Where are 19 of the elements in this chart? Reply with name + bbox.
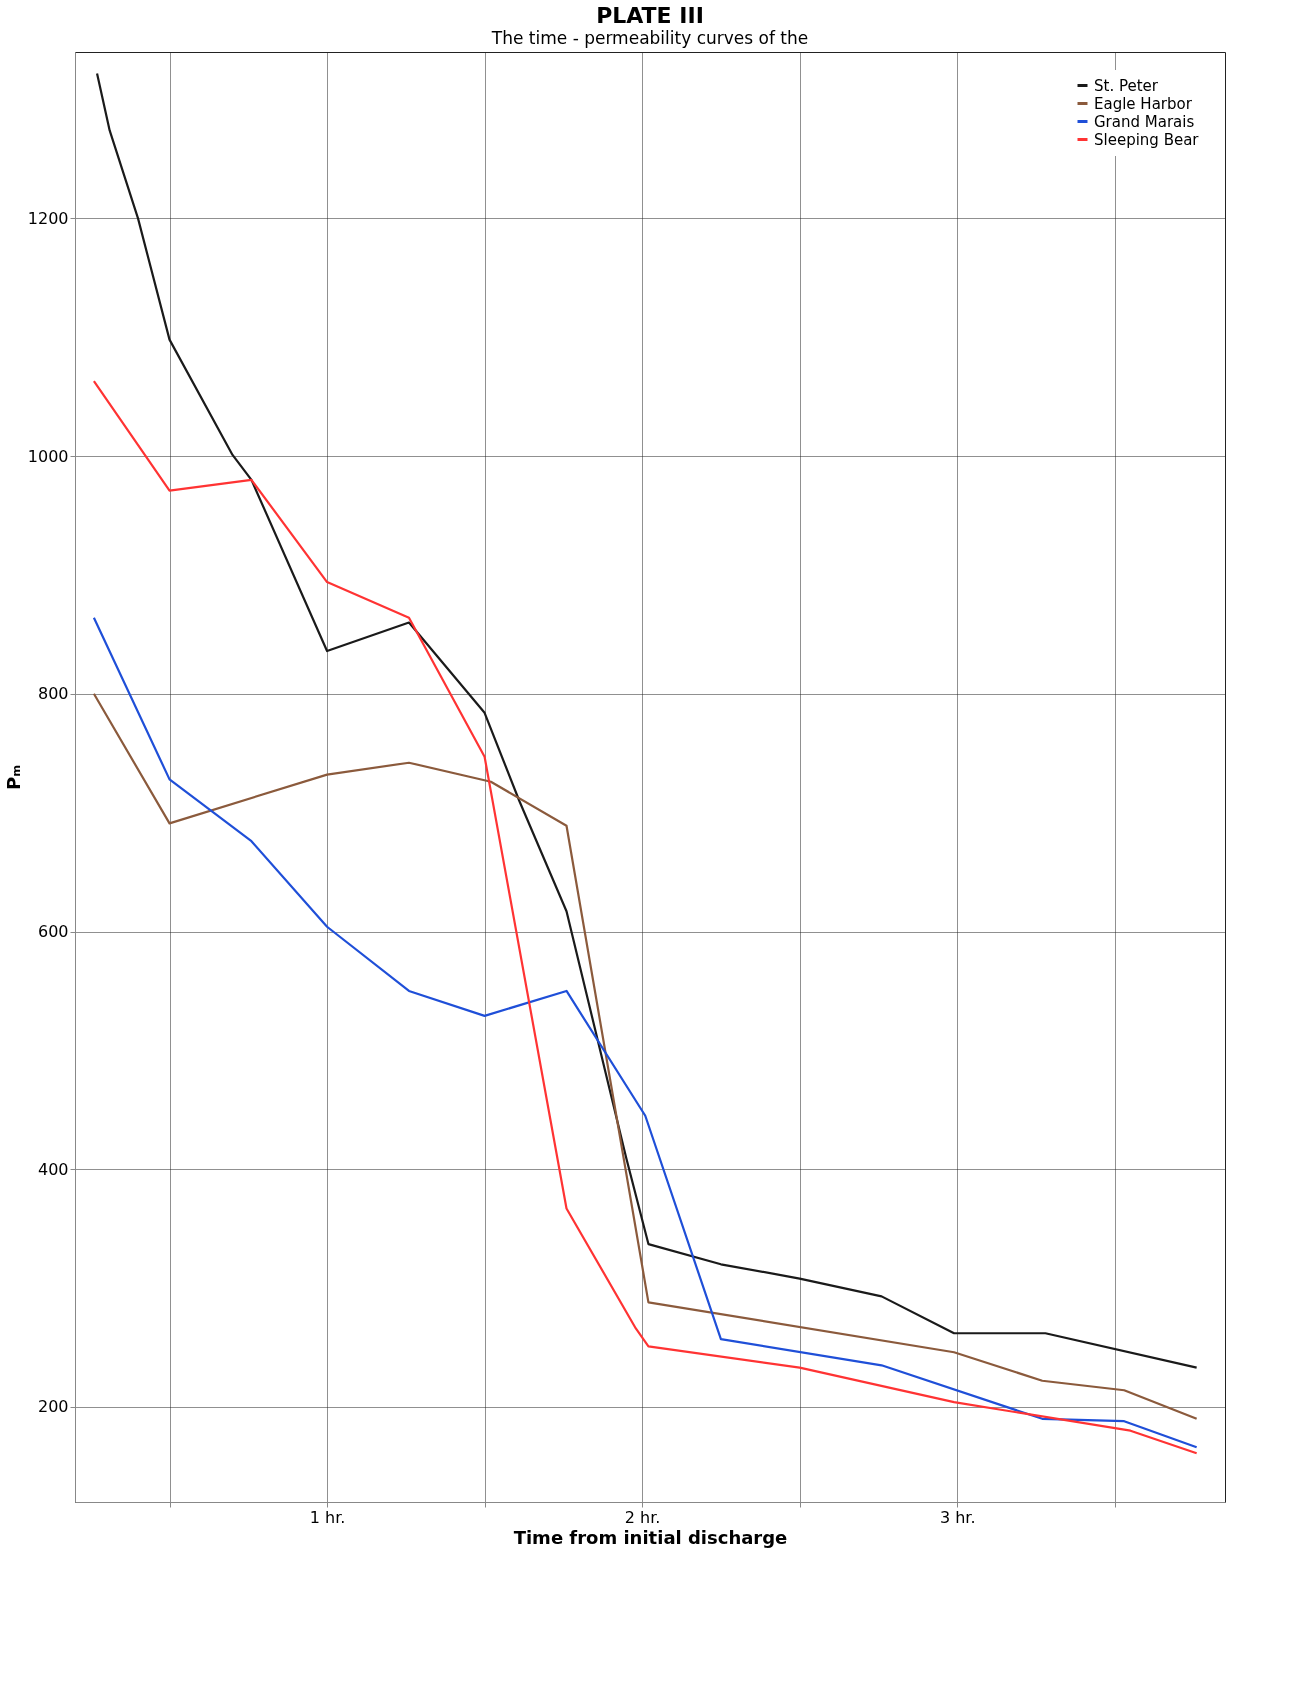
line-series bbox=[95, 72, 1198, 1369]
chart-subtitle: The time - permeability curves of the bbox=[490, 28, 809, 48]
x-tick-label: 1 hr. bbox=[309, 1507, 346, 1527]
chart-title: PLATE III bbox=[596, 3, 704, 28]
x-tick-label: 2 hr. bbox=[624, 1507, 661, 1527]
y-axis-title: Pₘ bbox=[2, 764, 24, 791]
y-tick-label: 600 bbox=[37, 922, 69, 942]
y-tick-label: 800 bbox=[37, 684, 69, 704]
legend-label: Sleeping Bear bbox=[1094, 130, 1200, 149]
line-series bbox=[92, 380, 1198, 1455]
y-tick-label: 1000 bbox=[27, 446, 69, 466]
legend-label: Eagle Harbor bbox=[1094, 94, 1193, 113]
y-tick-label: 1200 bbox=[27, 208, 69, 228]
y-tick-label: 200 bbox=[37, 1397, 69, 1417]
y-tick-label: 400 bbox=[37, 1159, 69, 1179]
x-tick-label: 3 hr. bbox=[939, 1507, 976, 1527]
legend-label: Grand Marais bbox=[1094, 112, 1195, 131]
legend-label: St. Peter bbox=[1094, 76, 1159, 95]
x-axis-title: Time from initial discharge bbox=[513, 1526, 788, 1548]
